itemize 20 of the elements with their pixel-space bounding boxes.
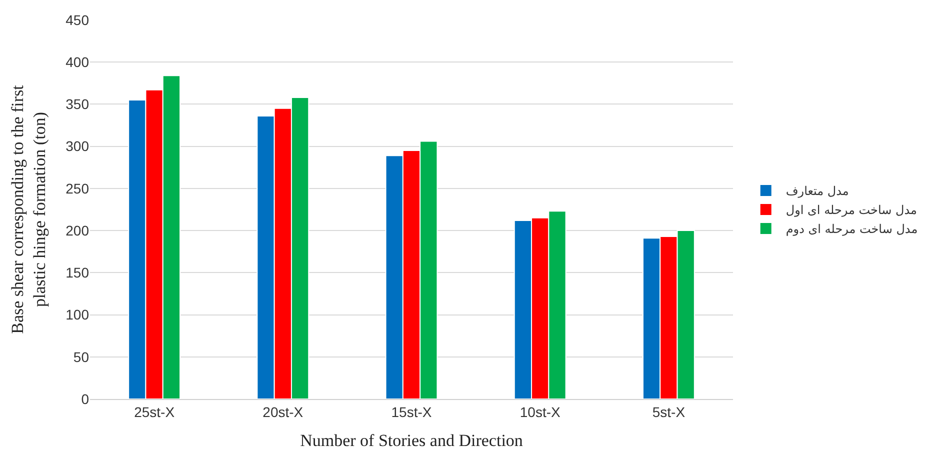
x-tick-label: 5st-X xyxy=(652,404,686,420)
y-tick-label: 0 xyxy=(81,390,90,407)
y-tick-label: 350 xyxy=(66,96,90,112)
y-axis-title: Base shear corresponding to the first plastic hinge formation (ton) xyxy=(8,84,50,334)
y-tick-label: 50 xyxy=(73,348,90,365)
y-tick-label: 250 xyxy=(66,180,90,196)
legend-label: مدل متعارف xyxy=(786,184,849,198)
y-tick-label: 400 xyxy=(66,54,90,70)
y-tick-label: 200 xyxy=(66,222,90,238)
x-tick-label: 20st-X xyxy=(262,404,304,420)
y-tick-label: 450 xyxy=(66,12,90,28)
x-tick-label: 10st-X xyxy=(520,404,561,420)
legend-label: مدل ساخت مرحله ای اول xyxy=(786,203,917,218)
legend-label: مدل ساخت مرحله ای دوم xyxy=(786,222,918,236)
x-tick-label: 25st-X xyxy=(134,404,176,420)
y-tick-label: 150 xyxy=(66,264,90,281)
y-tick-label: 100 xyxy=(66,306,90,323)
x-axis-title: Number of Stories and Direction xyxy=(300,431,524,450)
x-tick-label: 15st-X xyxy=(391,404,432,420)
y-tick-label: 300 xyxy=(66,138,90,154)
